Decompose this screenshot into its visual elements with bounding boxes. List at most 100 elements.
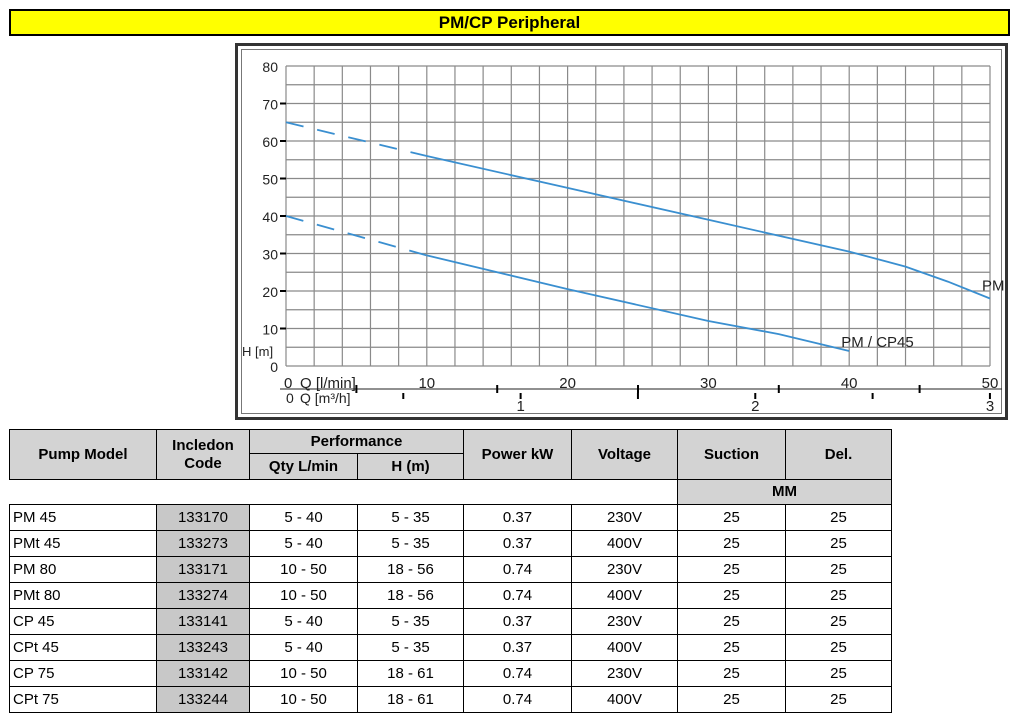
- x-tick-label: 40: [841, 375, 858, 392]
- cell-h: 5 - 35: [357, 504, 464, 531]
- cell-qty: 5 - 40: [249, 530, 358, 557]
- cell-voltage: 400V: [571, 530, 678, 557]
- series-line: [426, 254, 850, 352]
- cell-pump-model: PM 80: [9, 556, 157, 583]
- header-voltage: Voltage: [571, 429, 678, 480]
- cell-h: 18 - 61: [357, 660, 464, 687]
- cell-del: 25: [785, 582, 892, 609]
- header-power: Power kW: [463, 429, 572, 480]
- cell-voltage: 230V: [571, 608, 678, 635]
- cell-qty: 10 - 50: [249, 582, 358, 609]
- x-axis-label-m3h: Q [m³/h]: [300, 390, 351, 406]
- cell-incledon-code: 133142: [156, 660, 250, 687]
- y-tick-label: 80: [262, 59, 278, 75]
- cell-h: 18 - 61: [357, 686, 464, 713]
- cell-power: 0.74: [463, 582, 572, 609]
- y-tick-label: 0: [270, 359, 278, 375]
- cell-qty: 5 - 40: [249, 634, 358, 661]
- header-h: H (m): [357, 453, 464, 480]
- x-axis-label-lmin: Q [l/min]: [300, 375, 356, 392]
- cell-del: 25: [785, 660, 892, 687]
- series-line-dashed: [285, 215, 428, 257]
- cell-pump-model: CP 75: [9, 660, 157, 687]
- y-tick-label: 70: [262, 97, 278, 113]
- cell-voltage: 230V: [571, 660, 678, 687]
- header-performance: Performance: [249, 429, 464, 454]
- table-row: CP 75 133142 10 - 50 18 - 61 0.74 230V 25 25: [9, 660, 892, 687]
- table-row: CPt 45 133243 5 - 40 5 - 35 0.37 400V 25 25: [9, 634, 892, 661]
- cell-pump-model: PMt 45: [9, 530, 157, 557]
- x-tick-label: 20: [559, 375, 576, 392]
- y-axis-label: H [m]: [242, 344, 273, 359]
- cell-power: 0.74: [463, 660, 572, 687]
- x-tick-label: 0: [284, 375, 292, 392]
- y-tick-label: 50: [262, 172, 278, 188]
- cell-power: 0.37: [463, 608, 572, 635]
- cell-voltage: 400V: [571, 686, 678, 713]
- cell-power: 0.37: [463, 634, 572, 661]
- cell-voltage: 230V: [571, 556, 678, 583]
- cell-pump-model: PM 45: [9, 504, 157, 531]
- cell-h: 5 - 35: [357, 530, 464, 557]
- cell-power: 0.74: [463, 556, 572, 583]
- cell-incledon-code: 133170: [156, 504, 250, 531]
- cell-h: 5 - 35: [357, 634, 464, 661]
- x2-tick-label: 0: [286, 390, 294, 406]
- cell-h: 5 - 35: [357, 608, 464, 635]
- cell-suction: 25: [677, 530, 786, 557]
- cell-h: 18 - 56: [357, 556, 464, 583]
- chart-frame: 0 10 20 30 40 50 60 70 80 H [m] 10 20 30 40 50 0 Q [l/mi…: [235, 43, 1008, 420]
- cell-pump-model: CPt 45: [9, 634, 157, 661]
- cell-suction: 25: [677, 608, 786, 635]
- table-row: PMt 45 133273 5 - 40 5 - 35 0.37 400V 25 25: [9, 530, 892, 557]
- cell-incledon-code: 133273: [156, 530, 250, 557]
- table-row: PM 80 133171 10 - 50 18 - 56 0.74 230V 25 25: [9, 556, 892, 583]
- cell-del: 25: [785, 634, 892, 661]
- cell-voltage: 400V: [571, 582, 678, 609]
- cell-qty: 5 - 40: [249, 504, 358, 531]
- series-label: PM 80 / CP 75: [982, 278, 1005, 295]
- header-qty: Qty L/min: [249, 453, 358, 480]
- table-row: PMt 80 133274 10 - 50 18 - 56 0.74 400V 25 25: [9, 582, 892, 609]
- cell-del: 25: [785, 608, 892, 635]
- x-tick-label: 10: [418, 375, 435, 392]
- header-pump-model: Pump Model: [9, 429, 157, 480]
- page-title: PM/CP Peripheral: [9, 9, 1010, 36]
- table-row: PM 45 133170 5 - 40 5 - 35 0.37 230V 25 25: [9, 504, 892, 531]
- table-row: CP 45 133141 5 - 40 5 - 35 0.37 230V 25 25: [9, 608, 892, 635]
- cell-suction: 25: [677, 660, 786, 687]
- y-tick-label: 60: [262, 134, 278, 150]
- cell-pump-model: PMt 80: [9, 582, 157, 609]
- cell-qty: 10 - 50: [249, 556, 358, 583]
- series-line-dashed: [285, 121, 428, 157]
- cell-power: 0.74: [463, 686, 572, 713]
- cell-del: 25: [785, 504, 892, 531]
- cell-del: 25: [785, 530, 892, 557]
- cell-incledon-code: 133243: [156, 634, 250, 661]
- header-incledon-code: Incledon Code: [156, 429, 250, 480]
- series-line: [426, 155, 991, 300]
- cell-incledon-code: 133171: [156, 556, 250, 583]
- header-mm: MM: [677, 479, 892, 505]
- cell-suction: 25: [677, 504, 786, 531]
- cell-voltage: 230V: [571, 504, 678, 531]
- table-row: CPt 75 133244 10 - 50 18 - 61 0.74 400V 25 25: [9, 686, 892, 713]
- x-tick-label: 30: [700, 375, 717, 392]
- cell-pump-model: CPt 75: [9, 686, 157, 713]
- y-tick-label: 10: [262, 322, 278, 338]
- cell-incledon-code: 133141: [156, 608, 250, 635]
- cell-qty: 5 - 40: [249, 608, 358, 635]
- y-tick-label: 20: [262, 284, 278, 300]
- x2-tick-label: 3: [986, 398, 994, 415]
- series-label: PM / CP45: [841, 334, 914, 351]
- cell-suction: 25: [677, 582, 786, 609]
- cell-qty: 10 - 50: [249, 686, 358, 713]
- y-tick-label: 40: [262, 209, 278, 225]
- cell-incledon-code: 133274: [156, 582, 250, 609]
- cell-voltage: 400V: [571, 634, 678, 661]
- header-suction: Suction: [677, 429, 786, 480]
- cell-qty: 10 - 50: [249, 660, 358, 687]
- header-del: Del.: [785, 429, 892, 480]
- cell-pump-model: CP 45: [9, 608, 157, 635]
